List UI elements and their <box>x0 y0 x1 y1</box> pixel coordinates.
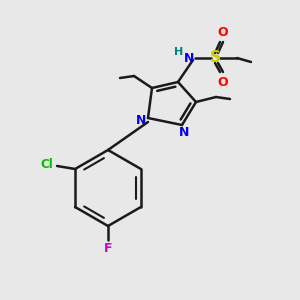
Text: O: O <box>218 76 228 88</box>
Text: N: N <box>136 113 146 127</box>
Text: N: N <box>184 52 194 64</box>
Text: H: H <box>174 47 184 57</box>
Text: Cl: Cl <box>41 158 53 172</box>
Text: S: S <box>209 50 220 65</box>
Text: O: O <box>218 26 228 38</box>
Text: F: F <box>104 242 112 254</box>
Text: N: N <box>179 127 189 140</box>
